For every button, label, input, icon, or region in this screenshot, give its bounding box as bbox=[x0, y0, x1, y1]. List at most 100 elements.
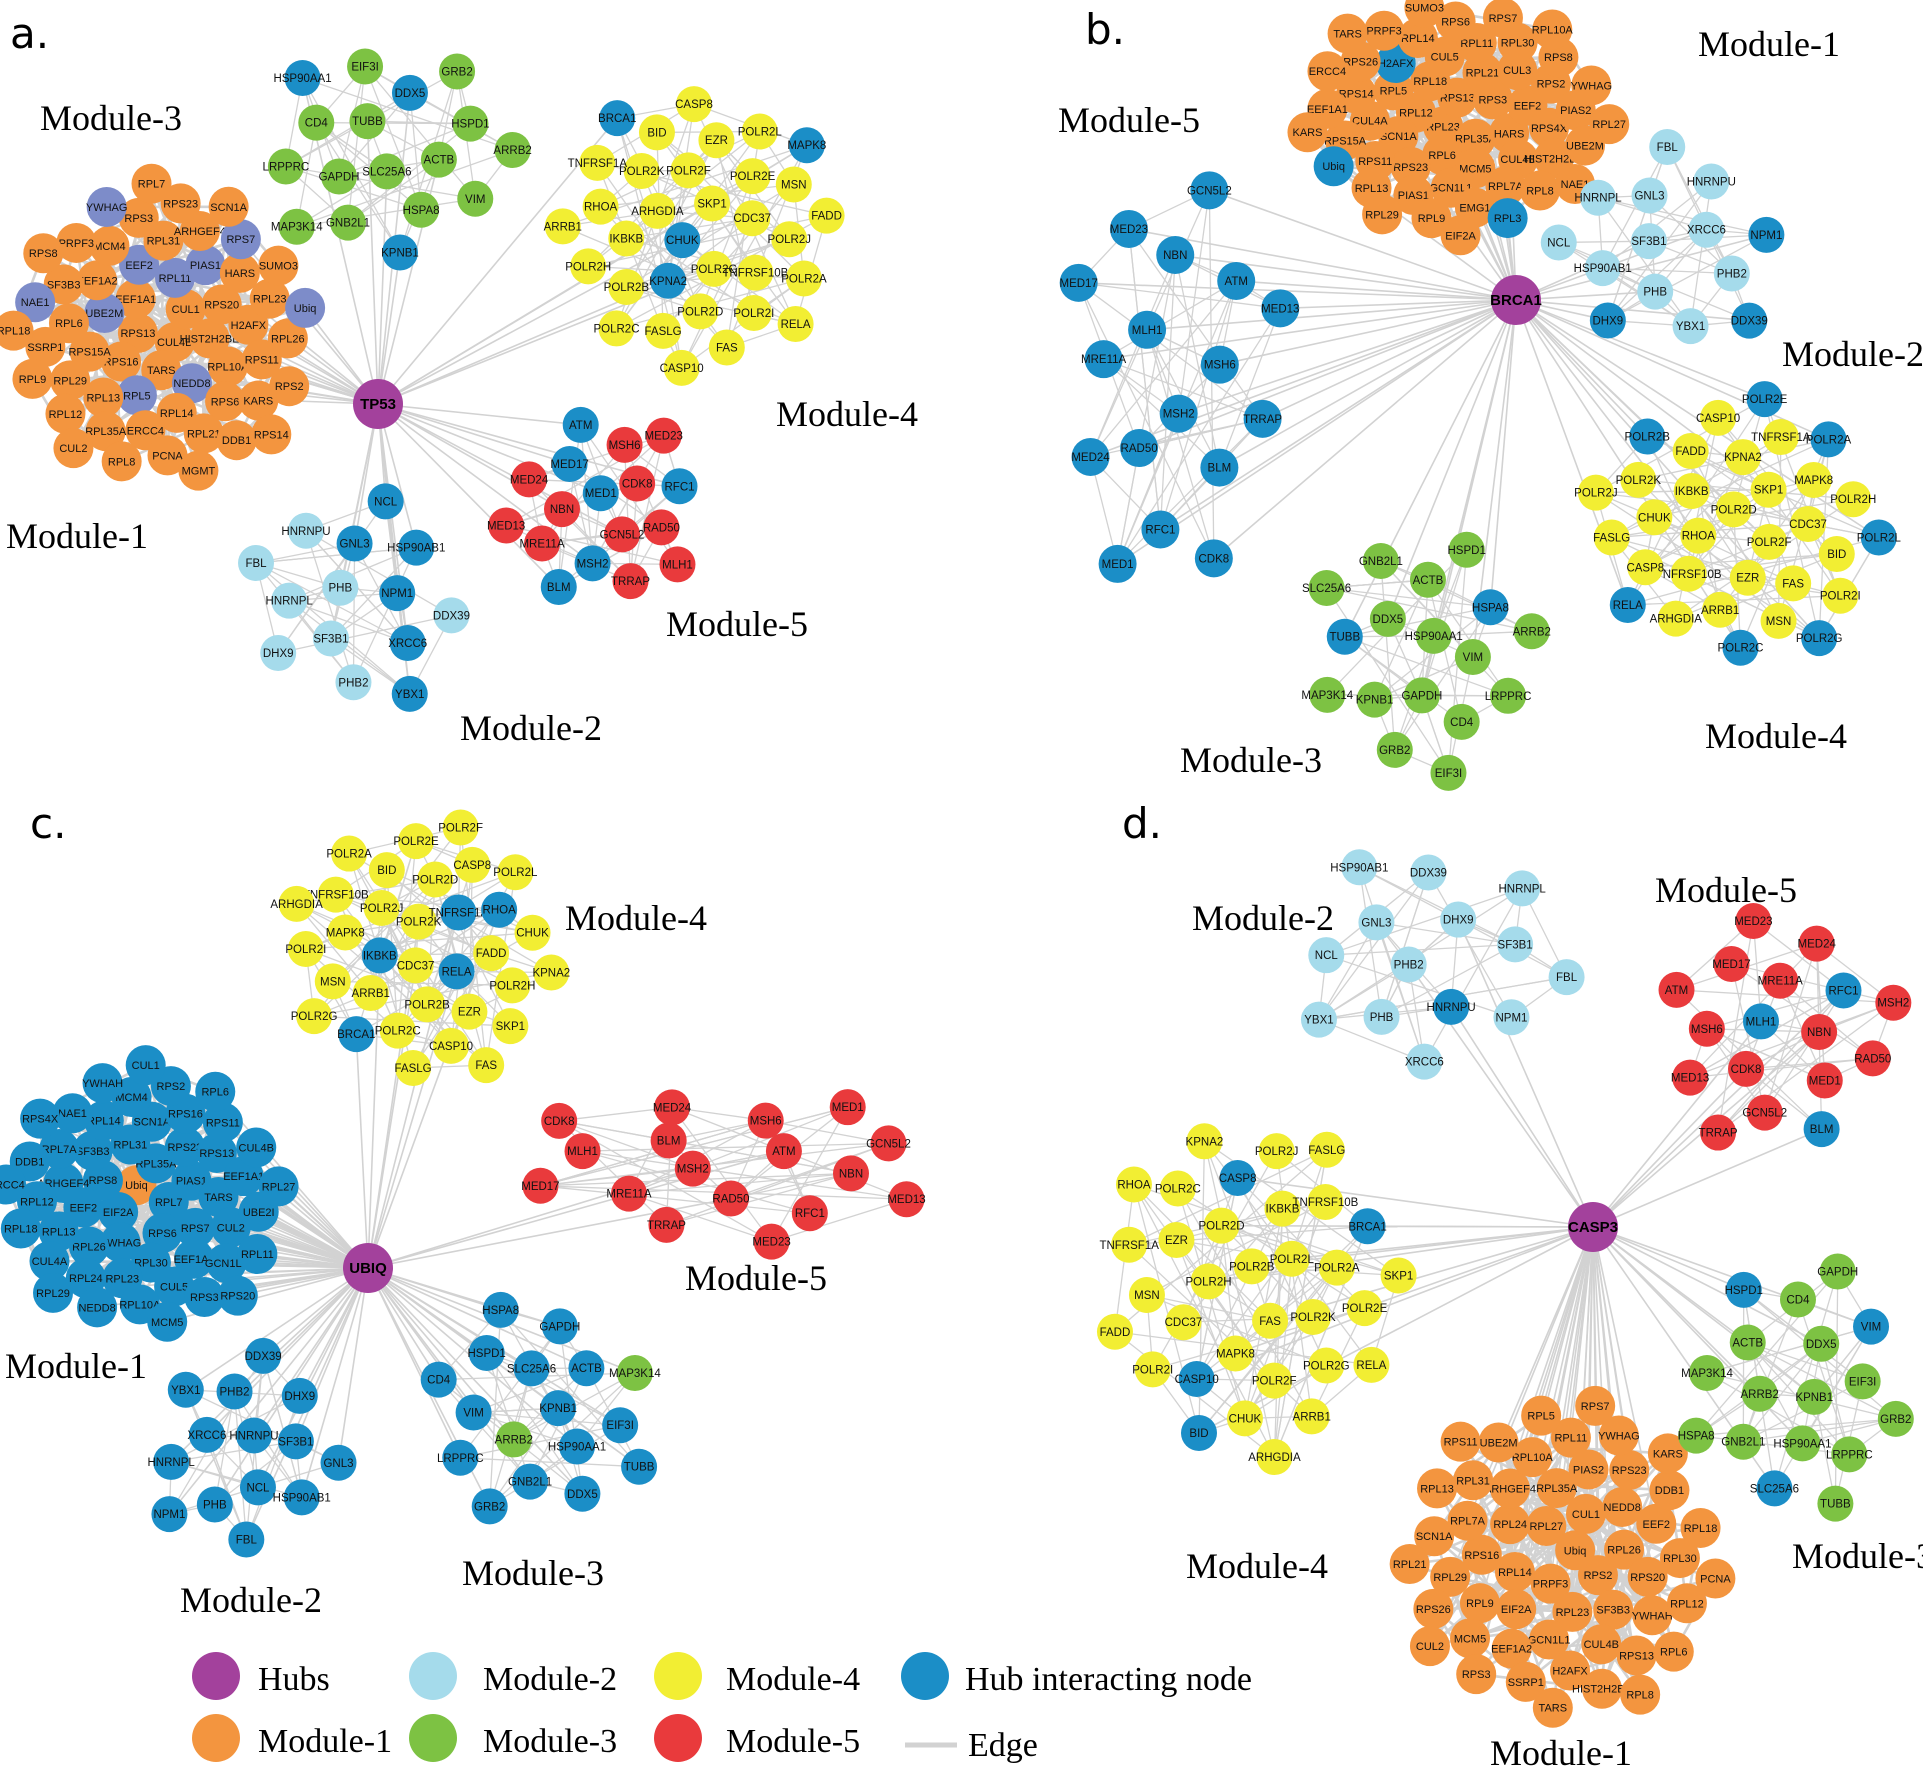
node-SKP1[interactable] bbox=[1380, 1257, 1417, 1294]
node-MAPK8[interactable] bbox=[1217, 1335, 1254, 1372]
node-PRPF3[interactable] bbox=[1364, 10, 1405, 51]
node-POLR2E[interactable] bbox=[1346, 1290, 1383, 1327]
node-HSP90AA1[interactable] bbox=[559, 1428, 596, 1465]
node-ARRB1[interactable] bbox=[544, 208, 581, 245]
node-POLR2B[interactable] bbox=[409, 986, 446, 1023]
node-IKBKB[interactable] bbox=[1673, 472, 1710, 509]
node-EIF2A[interactable] bbox=[1440, 215, 1481, 256]
node-PHB[interactable] bbox=[1637, 273, 1674, 310]
node-DHX9[interactable] bbox=[1589, 302, 1626, 339]
node-RPL21[interactable] bbox=[1389, 1543, 1430, 1584]
node-MED24[interactable] bbox=[511, 461, 548, 498]
node-POLR2F[interactable] bbox=[1751, 523, 1788, 560]
node-YWHAG[interactable] bbox=[100, 1222, 141, 1263]
node-GAPDH[interactable] bbox=[1819, 1253, 1856, 1290]
node-POLR2I[interactable] bbox=[735, 295, 772, 332]
node-MSH6[interactable] bbox=[1688, 1010, 1725, 1047]
node-MED13[interactable] bbox=[888, 1181, 925, 1218]
node-RELA[interactable] bbox=[438, 953, 475, 990]
node-RPS16[interactable] bbox=[101, 341, 142, 382]
node-MED13[interactable] bbox=[1672, 1059, 1709, 1096]
node-RPS26[interactable] bbox=[1413, 1588, 1454, 1629]
node-TARS[interactable] bbox=[1532, 1687, 1573, 1728]
node-POLR2K[interactable] bbox=[1295, 1299, 1332, 1336]
node-HNRNPU[interactable] bbox=[1693, 163, 1730, 200]
node-RHOA[interactable] bbox=[481, 891, 518, 928]
node-BID[interactable] bbox=[368, 852, 405, 889]
node-CUL4B[interactable] bbox=[1581, 1624, 1622, 1665]
node-POLR2H[interactable] bbox=[1190, 1263, 1227, 1300]
node-VIM[interactable] bbox=[1853, 1308, 1890, 1345]
node-FAS[interactable] bbox=[1252, 1302, 1289, 1339]
node-ARRB2[interactable] bbox=[1741, 1375, 1778, 1412]
node-DDX39[interactable] bbox=[1731, 302, 1768, 339]
node-RPS16[interactable] bbox=[1461, 1534, 1502, 1575]
node-YWHAH[interactable] bbox=[82, 1063, 123, 1104]
node-HNRNPL[interactable] bbox=[1580, 179, 1617, 216]
node-FBL[interactable] bbox=[228, 1521, 265, 1558]
node-KPNA2[interactable] bbox=[650, 262, 687, 299]
node-BID[interactable] bbox=[1180, 1414, 1217, 1451]
node-HSPA8[interactable] bbox=[1472, 589, 1509, 626]
node-RHOA[interactable] bbox=[1115, 1166, 1152, 1203]
hub-node-TP53[interactable] bbox=[353, 379, 403, 429]
node-TUBB[interactable] bbox=[1326, 618, 1363, 655]
node-RPL27[interactable] bbox=[1589, 104, 1630, 145]
hub-node-BRCA1[interactable] bbox=[1491, 275, 1541, 325]
node-POLR2E[interactable] bbox=[734, 158, 771, 195]
node-MGMT[interactable] bbox=[178, 450, 219, 491]
node-HSP90AB1[interactable] bbox=[1584, 250, 1621, 287]
node-CUL1[interactable] bbox=[1565, 1493, 1606, 1534]
node-SUMO3[interactable] bbox=[1404, 0, 1445, 28]
node-MSN[interactable] bbox=[1760, 602, 1797, 639]
node-DDB1[interactable] bbox=[216, 420, 257, 461]
node-DDX39[interactable] bbox=[245, 1337, 282, 1374]
node-BLM[interactable] bbox=[540, 569, 577, 606]
node-MAPK8[interactable] bbox=[1795, 462, 1832, 499]
node-RFC1[interactable] bbox=[791, 1195, 828, 1232]
node-TNFRSF10B[interactable] bbox=[317, 876, 354, 913]
node-MSH2[interactable] bbox=[1875, 984, 1912, 1021]
node-YBX1[interactable] bbox=[1300, 1001, 1337, 1038]
node-TUBB[interactable] bbox=[1817, 1485, 1854, 1522]
node-YBX1[interactable] bbox=[167, 1371, 204, 1408]
hub-node-CASP3[interactable] bbox=[1568, 1202, 1618, 1252]
node-RPL5[interactable] bbox=[116, 375, 157, 416]
node-GNL3[interactable] bbox=[1631, 177, 1668, 214]
node-MAP3K14[interactable] bbox=[616, 1355, 653, 1392]
node-RPL7A[interactable] bbox=[1485, 166, 1526, 207]
node-UBE2M[interactable] bbox=[84, 293, 125, 334]
node-RPL11[interactable] bbox=[237, 1233, 278, 1274]
node-BID[interactable] bbox=[1818, 535, 1855, 572]
node-NAE1[interactable] bbox=[52, 1093, 93, 1134]
node-BRCA1[interactable] bbox=[338, 1016, 375, 1053]
node-TNFRSF1A[interactable] bbox=[1762, 418, 1799, 455]
node-GRB2[interactable] bbox=[1877, 1400, 1914, 1437]
node-ACTB[interactable] bbox=[1409, 561, 1446, 598]
node-RPL10A[interactable] bbox=[207, 346, 248, 387]
node-MRE11A[interactable] bbox=[524, 525, 561, 562]
node-YWHAG[interactable] bbox=[1598, 1415, 1639, 1456]
node-NEDD8[interactable] bbox=[1602, 1486, 1643, 1527]
node-DDX5[interactable] bbox=[1369, 600, 1406, 637]
node-MAPK8[interactable] bbox=[327, 914, 364, 951]
node-DDX39[interactable] bbox=[1410, 854, 1447, 891]
node-POLR2J[interactable] bbox=[1577, 474, 1614, 511]
node-RPS8[interactable] bbox=[23, 233, 64, 274]
node-MED17[interactable] bbox=[522, 1167, 559, 1204]
node-ARHGDIA[interactable] bbox=[1256, 1439, 1293, 1476]
node-RPS3[interactable] bbox=[118, 197, 159, 238]
node-SLC25A6[interactable] bbox=[1308, 569, 1345, 606]
node-RELA[interactable] bbox=[777, 306, 814, 343]
node-EIF2A[interactable] bbox=[98, 1191, 139, 1232]
node-RPL9[interactable] bbox=[1459, 1583, 1500, 1624]
node-RPL6[interactable] bbox=[1422, 134, 1463, 175]
node-RPL14[interactable] bbox=[1494, 1551, 1535, 1592]
node-NCL[interactable] bbox=[239, 1469, 276, 1506]
node-MRE11A[interactable] bbox=[1762, 962, 1799, 999]
node-ARRB1[interactable] bbox=[352, 974, 389, 1011]
node-RELA[interactable] bbox=[1609, 587, 1646, 624]
node-MSH6[interactable] bbox=[1200, 345, 1239, 384]
node-RPL35A[interactable] bbox=[1455, 118, 1496, 159]
node-MED1[interactable] bbox=[1806, 1062, 1843, 1099]
